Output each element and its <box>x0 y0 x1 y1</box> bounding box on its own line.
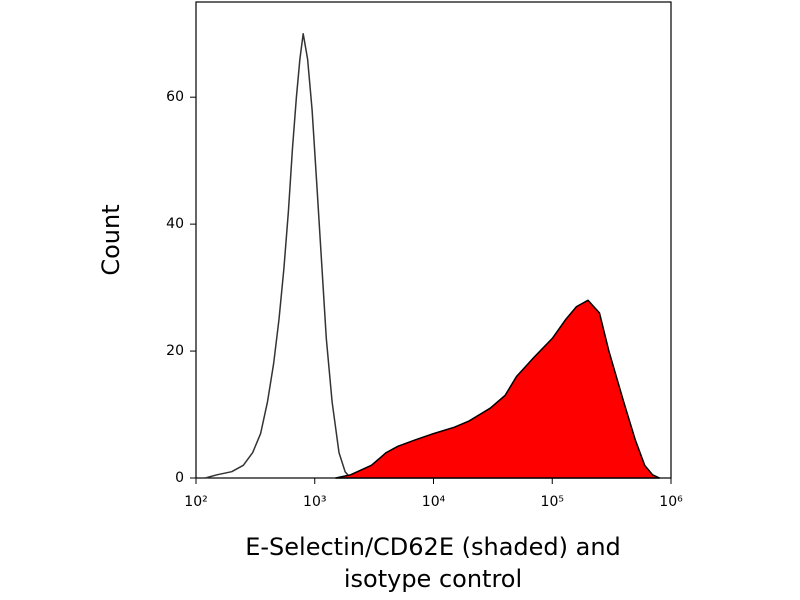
x-tick-label: 10⁴ <box>422 494 446 510</box>
x-tick-label: 10³ <box>303 494 326 510</box>
y-tick-label: 60 <box>166 89 184 105</box>
histogram-line <box>205 32 352 479</box>
x-tick-label: 10⁵ <box>541 494 564 510</box>
y-axis-label: Count <box>97 204 125 275</box>
y-tick-label: 0 <box>175 470 184 486</box>
x-tick-label: 10² <box>184 494 207 510</box>
y-tick-label: 40 <box>166 216 184 232</box>
x-axis-label: E-Selectin/CD62E (shaded) and <box>245 533 621 561</box>
x-tick-label: 10⁶ <box>659 494 683 510</box>
y-tick-label: 20 <box>166 343 184 359</box>
histogram-area <box>334 299 661 479</box>
x-axis-label: isotype control <box>344 565 522 593</box>
